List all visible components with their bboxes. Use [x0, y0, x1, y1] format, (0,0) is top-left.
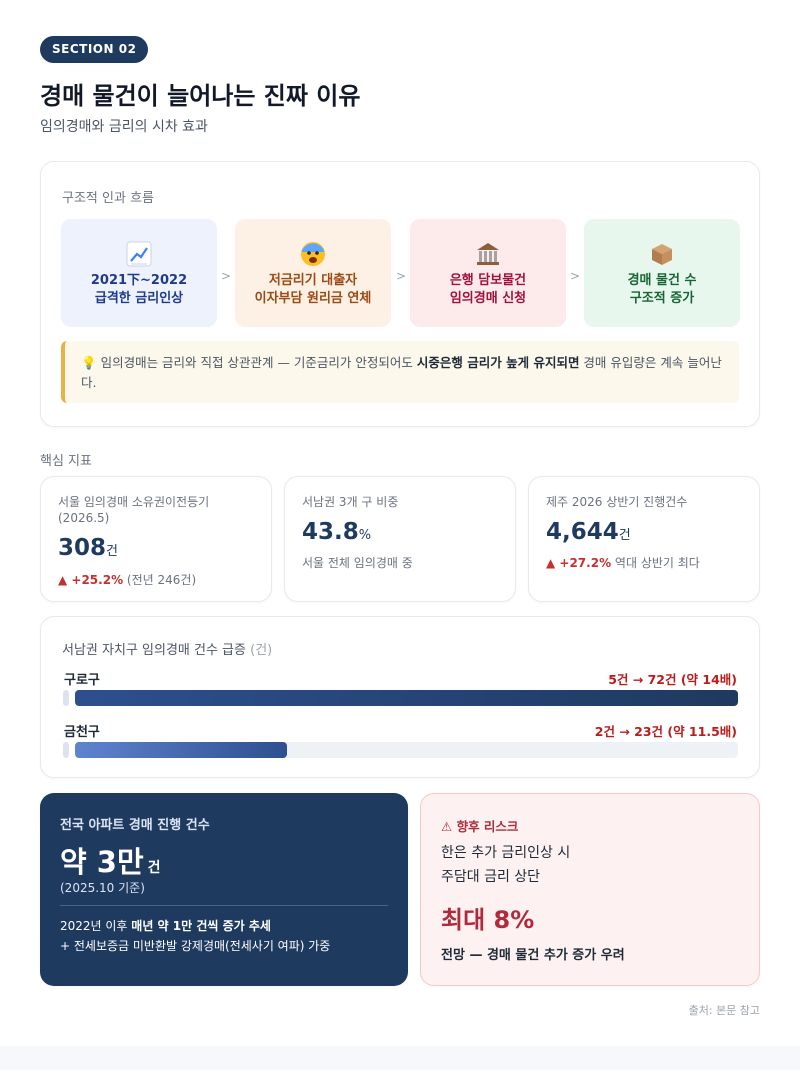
metric-label: 서남권 3개 구 비중 — [302, 495, 399, 509]
flow-step-line1: 은행 담보물건 — [449, 273, 527, 288]
bar-change: 2건 → 23건 (약 11.5배) — [594, 724, 737, 739]
metric-note: ▲ +27.2% 역대 상반기 최다 — [546, 556, 700, 570]
fearful-face-icon — [301, 242, 325, 266]
flow-step-line2: 이자부담 원리금 연체 — [254, 291, 372, 306]
metrics-label: 핵심 지표 — [40, 454, 92, 469]
bank-icon — [477, 243, 499, 265]
up-triangle-icon: ▲ — [58, 573, 72, 587]
risk-card: ⚠ 향후 리스크 한은 추가 금리인상 시 주담대 금리 상단 최대 8% 전망… — [420, 793, 760, 986]
national-label: 전국 아파트 경매 진행 건수 — [60, 818, 210, 833]
flow-step-auction-increase: 경매 물건 수 구조적 증가 — [584, 219, 740, 327]
flow-step-line1: 2021下~2022 — [90, 273, 188, 288]
note-highlight: 시중은행 금리가 높게 유지되면 — [416, 355, 580, 370]
national-basis: (2025.10 기준) — [60, 881, 145, 895]
flow-step-line2: 임의경매 신청 — [449, 291, 527, 306]
flow-arrow: > — [570, 269, 581, 283]
metric-card-jeju: 제주 2026 상반기 진행건수 4,644건 ▲ +27.2% 역대 상반기 … — [528, 476, 760, 602]
insight-note: 💡 임의경매는 금리와 직접 상관관계 — 기준금리가 안정되어도 시중은행 금… — [61, 341, 739, 403]
note-text-end: 경매 유입량은 계속 늘어난다. — [81, 355, 722, 390]
metric-value: 308건 — [58, 535, 118, 561]
flow-label: 구조적 인과 흐름 — [62, 191, 154, 206]
risk-line1: 한은 추가 금리인상 시 — [441, 845, 571, 861]
causal-flow-card: 구조적 인과 흐름 2021下~2022 급격한 금리인상 > 저금리기 대출자… — [40, 161, 760, 427]
flow-step-rate-hike: 2021下~2022 급격한 금리인상 — [61, 219, 217, 327]
bar-change: 5건 → 72건 (약 14배) — [608, 672, 737, 687]
national-extra: + 전세보증금 미반환발 강제경매(전세사기 여파) 가중 — [60, 939, 331, 953]
risk-outlook: 전망 — 경매 물건 추가 증가 우려 — [441, 948, 625, 963]
national-auction-card: 전국 아파트 경매 진행 건수 약 3만 건 (2025.10 기준) 2022년… — [40, 793, 408, 986]
bar-fill — [75, 742, 287, 758]
warning-icon: ⚠ — [441, 819, 457, 834]
metric-change: +25.2% — [71, 573, 124, 587]
up-triangle-icon: ▲ — [546, 556, 560, 570]
bar-start-marker — [63, 690, 69, 706]
metric-note: 서울 전체 임의경매 중 — [302, 556, 413, 570]
flow-step-line1: 경매 물건 수 — [627, 273, 697, 288]
bar-label: 금천구 — [64, 725, 100, 740]
flow-step-line1: 저금리기 대출자 — [268, 273, 358, 288]
metric-note: ▲ +25.2% (전년 246건) — [58, 573, 197, 587]
metric-label: 서울 임의경매 소유권이전등기 (2026.5) — [58, 495, 210, 525]
bar-track — [75, 690, 738, 706]
lightbulb-icon: 💡 — [81, 355, 97, 370]
section-badge: SECTION 02 — [40, 36, 149, 63]
flow-step-delinquency: 저금리기 대출자 이자부담 원리금 연체 — [235, 219, 391, 327]
flow-arrow: > — [221, 269, 232, 283]
bars-title: 서남권 자치구 임의경매 건수 급증 (건) — [62, 643, 273, 658]
flow-step-auction-filing: 은행 담보물건 임의경매 신청 — [410, 219, 566, 327]
page-title: 경매 물건이 늘어나는 진짜 이유 — [40, 82, 361, 110]
divider — [60, 905, 388, 906]
note-text: 임의경매는 금리와 직접 상관관계 — 기준금리가 안정되어도 — [100, 355, 417, 370]
national-value: 약 3만 건 — [60, 845, 161, 879]
bar-fill — [75, 690, 738, 706]
bar-track — [75, 742, 738, 758]
national-trend: 2022년 이후 매년 약 1만 건씩 증가 추세 — [60, 919, 271, 933]
metric-value: 4,644건 — [546, 519, 631, 545]
page: SECTION 02 경매 물건이 늘어나는 진짜 이유 임의경매와 금리의 시… — [40, 36, 760, 1017]
metric-change: +27.2% — [559, 556, 612, 570]
metric-card-southwest: 서남권 3개 구 비중 43.8% 서울 전체 임의경매 중 — [284, 476, 516, 602]
risk-line2: 주담대 금리 상단 — [441, 869, 541, 885]
metric-value: 43.8% — [302, 519, 372, 545]
page-subtitle: 임의경매와 금리의 시차 효과 — [40, 119, 208, 135]
flow-arrow: > — [396, 269, 407, 283]
bar-start-marker — [63, 742, 69, 758]
box-icon — [652, 244, 672, 265]
bar-label: 구로구 — [64, 673, 100, 688]
metric-card-seoul: 서울 임의경매 소유권이전등기 (2026.5) 308건 ▲ +25.2% (… — [40, 476, 272, 602]
flow-step-line2: 구조적 증가 — [629, 291, 695, 306]
risk-label: ⚠ 향후 리스크 — [441, 819, 519, 834]
source-note: 출처: 본문 참고 — [688, 1004, 760, 1017]
risk-value: 최대 8% — [441, 906, 535, 934]
chart-up-icon — [126, 241, 152, 267]
flow-step-line2: 급격한 금리인상 — [94, 291, 184, 306]
metric-label: 제주 2026 상반기 진행건수 — [546, 495, 688, 509]
district-bars-card: 서남권 자치구 임의경매 건수 급증 (건) 구로구 5건 → 72건 (약 1… — [40, 616, 760, 778]
